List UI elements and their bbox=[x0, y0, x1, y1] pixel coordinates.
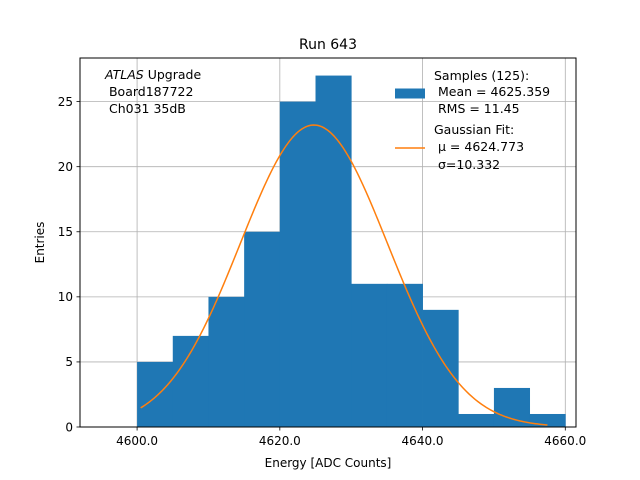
histogram-bar-4 bbox=[279, 101, 316, 427]
gaussian-fit-curve bbox=[140, 124, 548, 426]
histogram-bar-2 bbox=[208, 296, 245, 427]
chart-title: Run 643 bbox=[299, 37, 357, 53]
y-tick-label-4: 20 bbox=[58, 160, 73, 174]
legend-samples-line-2: Mean = 4625.359 bbox=[434, 84, 550, 99]
y-axis-label: Entries bbox=[33, 222, 47, 264]
histogram-bar-3 bbox=[244, 231, 281, 427]
histogram-bar-0 bbox=[137, 361, 174, 427]
plot-frame bbox=[79, 57, 577, 428]
y-tick-label-3: 15 bbox=[58, 225, 73, 239]
legend-fit-line-3: σ=10.332 bbox=[438, 157, 500, 172]
y-tick-label-0: 0 bbox=[65, 420, 73, 434]
fit-layer bbox=[140, 124, 548, 426]
annotation-atlas: ATLAS bbox=[104, 67, 144, 82]
histogram-bar-11 bbox=[529, 413, 566, 427]
x-tick-label-0: 4600.0 bbox=[116, 434, 158, 448]
histogram-bar-9 bbox=[458, 413, 495, 427]
legend-samples-swatch bbox=[395, 88, 425, 99]
x-tick-label-1: 4620.0 bbox=[259, 434, 301, 448]
y-tick-label-1: 5 bbox=[65, 355, 73, 369]
legend-samples-line-1: Samples (125): bbox=[434, 68, 529, 83]
bars-layer bbox=[137, 75, 566, 428]
histogram-bar-10 bbox=[493, 387, 531, 427]
x-tick-label-3: 4660.0 bbox=[544, 434, 586, 448]
histogram-bar-5 bbox=[315, 75, 352, 428]
y-tick-label-5: 25 bbox=[58, 95, 73, 109]
legend-samples-line-3: RMS = 11.45 bbox=[434, 101, 520, 116]
legend-fit-line-1: Gaussian Fit: bbox=[434, 122, 514, 137]
y-tick-label-2: 10 bbox=[58, 290, 73, 304]
x-axis-ticks: 4600.0 4620.0 4640.0 4660.0 bbox=[116, 427, 586, 448]
histogram-bar-1 bbox=[172, 335, 209, 427]
legend: Samples (125): Mean = 4625.359 RMS = 11.… bbox=[395, 68, 550, 172]
legend-fit-line-2: μ = 4624.773 bbox=[438, 139, 524, 154]
annotation-line-2: Board187722 bbox=[105, 84, 193, 99]
histogram-bar-7 bbox=[386, 283, 423, 427]
histogram-bar-8 bbox=[422, 309, 459, 427]
annotation-upgrade: Upgrade bbox=[144, 67, 202, 82]
y-axis-ticks: 0 5 10 15 20 25 bbox=[58, 95, 80, 434]
histogram-bar-6 bbox=[351, 283, 388, 427]
x-axis-label: Energy [ADC Counts] bbox=[265, 456, 392, 470]
annotation-line-3: Ch031 35dB bbox=[105, 101, 186, 116]
atlas-annotation: ATLAS Upgrade Board187722 Ch031 35dB bbox=[104, 67, 201, 116]
x-tick-label-2: 4640.0 bbox=[402, 434, 444, 448]
annotation-line-1: ATLAS Upgrade bbox=[104, 67, 201, 82]
